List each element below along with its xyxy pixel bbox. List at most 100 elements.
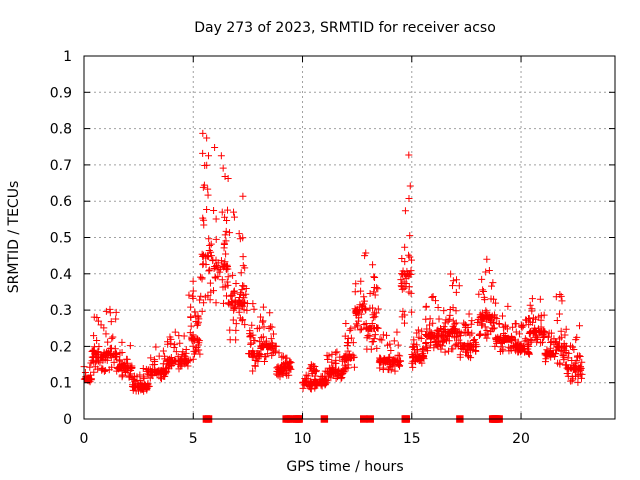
data-point: [459, 342, 467, 350]
data-point: [536, 295, 544, 303]
data-point: [221, 283, 229, 291]
data-point: [366, 289, 374, 297]
data-point: [210, 287, 218, 295]
data-point: [218, 276, 226, 284]
data-point: [521, 335, 529, 343]
data-point: [305, 383, 313, 391]
data-point: [408, 308, 416, 316]
data-point: [159, 347, 167, 355]
data-point: [246, 327, 254, 335]
data-point: [540, 328, 548, 336]
data-point: [113, 353, 121, 361]
data-point: [507, 333, 515, 341]
data-point: [464, 348, 472, 356]
data-point: [565, 364, 573, 372]
data-point: [362, 324, 370, 332]
data-point: [200, 299, 208, 307]
data-point: [483, 334, 491, 342]
data-point: [224, 206, 232, 214]
data-point: [146, 366, 154, 374]
data-point: [260, 323, 268, 331]
data-point: [205, 235, 213, 243]
data-point: [499, 312, 507, 320]
data-point: [112, 315, 120, 323]
axis-ticks: [83, 55, 615, 420]
data-point: [369, 314, 377, 322]
data-point: [318, 374, 326, 382]
data-point: [242, 290, 250, 298]
data-point: [426, 315, 434, 323]
data-point: [333, 348, 341, 356]
data-point: [364, 332, 372, 340]
x-tick-label: 0: [80, 431, 89, 447]
data-point: [246, 333, 254, 341]
data-point: [460, 319, 468, 327]
data-point: [432, 297, 440, 305]
data-point: [230, 213, 238, 221]
data-point: [464, 324, 472, 332]
data-point: [264, 350, 272, 358]
data-point: [138, 379, 146, 387]
data-point: [196, 296, 204, 304]
data-point: [115, 357, 123, 365]
data-point: [221, 258, 229, 266]
data-point: [116, 349, 124, 357]
data-point: [198, 274, 206, 282]
data-point: [379, 364, 387, 372]
data-point: [221, 231, 229, 239]
data-point: [109, 333, 117, 341]
data-point: [86, 378, 94, 386]
data-point: [440, 327, 448, 335]
data-point: [100, 367, 108, 375]
data-point: [383, 331, 391, 339]
data-point: [108, 334, 116, 342]
data-point: [452, 307, 460, 315]
data-point: [399, 307, 407, 315]
data-point: [332, 349, 340, 357]
data-point: [200, 221, 208, 229]
data-point: [357, 310, 365, 318]
data-point: [495, 320, 503, 328]
data-point: [258, 343, 266, 351]
data-point: [259, 333, 267, 341]
data-point: [467, 320, 475, 328]
data-point: [130, 376, 138, 384]
data-point: [435, 315, 443, 323]
data-point: [519, 322, 527, 330]
data-point: [203, 134, 211, 142]
data-point: [453, 340, 461, 348]
data-point: [369, 261, 377, 269]
data-point: [209, 257, 217, 265]
data-point: [358, 303, 366, 311]
data-point: [94, 317, 102, 325]
data-point: [212, 274, 220, 282]
data-point: [127, 367, 135, 375]
data-point: [302, 371, 310, 379]
data-point: [560, 356, 568, 364]
data-point: [201, 161, 209, 169]
data-point: [567, 342, 575, 350]
data-point: [398, 285, 406, 293]
data-point: [223, 217, 231, 225]
data-point: [224, 263, 232, 271]
x-tick-label: 10: [294, 431, 312, 447]
data-point: [90, 368, 98, 376]
data-point: [328, 358, 336, 366]
data-point: [218, 208, 226, 216]
data-point: [230, 306, 238, 314]
data-point: [512, 328, 520, 336]
data-point: [529, 314, 537, 322]
data-point: [515, 330, 523, 338]
data-point: [562, 325, 570, 333]
data-point: [199, 214, 207, 222]
data-point: [526, 301, 534, 309]
data-point: [446, 305, 454, 313]
data-point: [481, 296, 489, 304]
data-point: [393, 328, 401, 336]
data-point: [478, 275, 486, 283]
data-point: [387, 346, 395, 354]
data-point: [423, 325, 431, 333]
data-point: [189, 287, 197, 295]
data-point: [431, 337, 439, 345]
data-point: [528, 307, 536, 315]
